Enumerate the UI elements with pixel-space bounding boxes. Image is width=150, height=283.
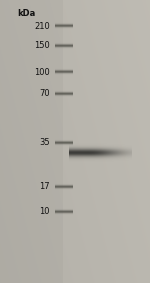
Text: 35: 35 bbox=[39, 138, 50, 147]
Text: 10: 10 bbox=[39, 207, 50, 216]
Text: 17: 17 bbox=[39, 182, 50, 191]
Text: 210: 210 bbox=[34, 22, 50, 31]
Text: 100: 100 bbox=[34, 68, 50, 77]
Text: 150: 150 bbox=[34, 41, 50, 50]
Text: 70: 70 bbox=[39, 89, 50, 98]
Text: kDa: kDa bbox=[17, 9, 36, 18]
